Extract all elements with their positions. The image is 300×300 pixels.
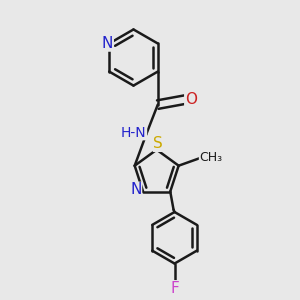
Text: O: O xyxy=(185,92,197,107)
Text: H-N: H-N xyxy=(121,126,146,140)
Text: N: N xyxy=(130,182,142,197)
Text: F: F xyxy=(170,281,179,296)
Text: CH₃: CH₃ xyxy=(200,151,223,164)
Text: S: S xyxy=(153,136,163,151)
Text: N: N xyxy=(102,36,113,51)
